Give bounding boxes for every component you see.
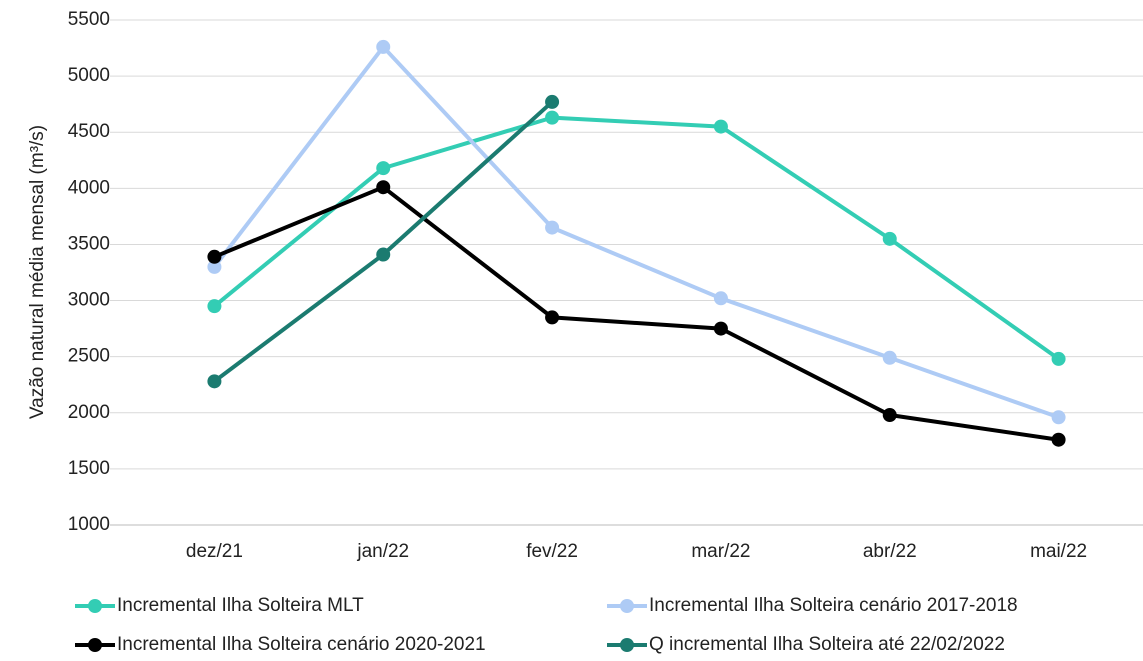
series-line xyxy=(213,100,554,383)
data-point xyxy=(545,94,560,109)
data-point xyxy=(1051,410,1066,425)
x-tick-label: mai/22 xyxy=(1030,541,1087,562)
data-point xyxy=(1051,432,1066,447)
x-tick-label: jan/22 xyxy=(356,541,409,562)
data-point xyxy=(713,321,728,336)
y-tick-label: 3500 xyxy=(68,233,110,254)
legend-label: Incremental Ilha Solteira cenário 2017-2… xyxy=(649,595,1018,616)
y-tick-label: 2000 xyxy=(68,402,110,423)
data-point xyxy=(207,249,222,264)
data-point xyxy=(882,350,897,365)
data-point xyxy=(882,231,897,246)
y-tick-label: 3000 xyxy=(68,290,110,311)
legend-label: Q incremental Ilha Solteira até 22/02/20… xyxy=(649,634,1005,655)
legend-marker xyxy=(88,638,102,652)
data-point xyxy=(713,291,728,306)
data-point xyxy=(1051,351,1066,366)
legend-label: Incremental Ilha Solteira cenário 2020-2… xyxy=(117,634,486,655)
legend-marker xyxy=(620,599,634,613)
data-point xyxy=(545,220,560,235)
legend-marker xyxy=(88,599,102,613)
data-point xyxy=(207,299,222,314)
data-point xyxy=(207,259,222,274)
series-line xyxy=(212,44,1060,420)
y-tick-label: 2500 xyxy=(68,346,110,367)
legend-label: Incremental Ilha Solteira MLT xyxy=(117,595,364,616)
data-point xyxy=(376,247,391,262)
data-point xyxy=(545,110,560,125)
legend-marker xyxy=(620,638,634,652)
data-point xyxy=(545,310,560,325)
y-tick-label: 1000 xyxy=(68,514,110,535)
x-tick-label: mar/22 xyxy=(691,541,750,562)
x-tick-label: fev/22 xyxy=(526,541,578,562)
data-point xyxy=(376,161,391,176)
y-tick-label: 1500 xyxy=(68,458,110,479)
data-point xyxy=(207,374,222,389)
y-tick-label: 5500 xyxy=(68,9,110,30)
y-tick-label: 4500 xyxy=(68,121,110,142)
series-line xyxy=(213,115,1060,361)
data-point xyxy=(882,408,897,423)
series-line xyxy=(213,185,1059,442)
x-tick-label: dez/21 xyxy=(186,541,243,562)
y-axis-label: Vazão natural média mensal (m³/s) xyxy=(27,125,48,419)
y-tick-label: 4000 xyxy=(68,177,110,198)
x-tick-label: abr/22 xyxy=(863,541,917,562)
data-point xyxy=(376,180,391,195)
y-tick-label: 5000 xyxy=(68,65,110,86)
data-point xyxy=(376,39,391,54)
data-point xyxy=(713,119,728,134)
